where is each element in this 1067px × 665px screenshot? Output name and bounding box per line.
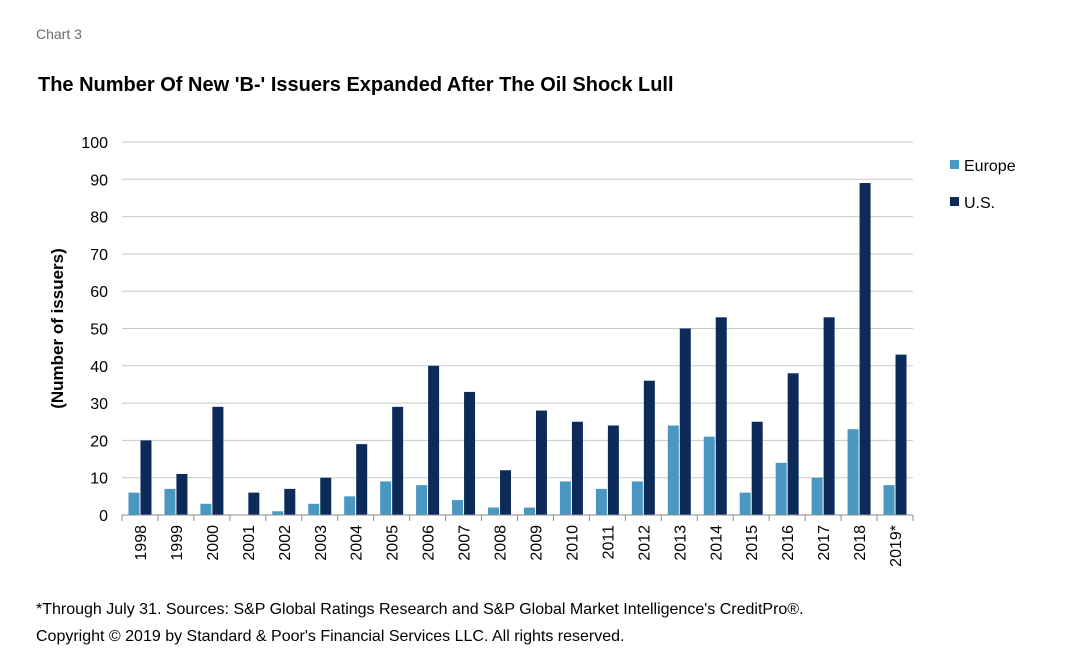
bar-europe-2015 xyxy=(739,492,751,515)
y-tick-label: 80 xyxy=(90,210,108,227)
y-axis-ticks: 0 10 20 30 40 50 60 70 80 90 100 xyxy=(81,135,108,525)
x-tick-label: 1999 xyxy=(169,525,186,561)
bar-europe-2002 xyxy=(272,511,284,515)
bar-us-2017 xyxy=(823,317,835,515)
x-tick-label: 2009 xyxy=(528,525,545,561)
bar-us-2015 xyxy=(751,421,763,515)
x-tick-label: 2015 xyxy=(744,525,761,561)
y-tick-label: 90 xyxy=(90,172,108,189)
bar-chart: 0 10 20 30 40 50 60 70 80 90 100 1998 1999 2000 2001 2… xyxy=(48,135,1016,567)
bar-europe-2007 xyxy=(452,500,464,515)
bar-europe-2004 xyxy=(344,496,356,515)
bar-us-2012 xyxy=(643,380,655,515)
x-tick-label: 2012 xyxy=(636,525,653,561)
x-tick-label: 2003 xyxy=(313,525,330,561)
y-tick-label: 70 xyxy=(90,247,108,264)
chart-title: The Number Of New 'B-' Issuers Expanded … xyxy=(38,74,674,96)
bar-europe-2011 xyxy=(595,488,607,515)
chart-number-label: Chart 3 xyxy=(36,26,82,42)
x-tick-label: 2000 xyxy=(205,525,222,561)
bar-us-1999 xyxy=(176,473,188,515)
bar-us-2005 xyxy=(392,406,404,515)
legend-label-us: U.S. xyxy=(964,195,995,212)
copyright: Copyright © 2019 by Standard & Poor's Fi… xyxy=(36,628,625,645)
x-axis-ticks: 1998 1999 2000 2001 2002 2003 2004 2005 2006 2007… xyxy=(133,525,905,567)
y-tick-label: 60 xyxy=(90,284,108,301)
x-tick-label: 2008 xyxy=(493,525,510,561)
y-tick-label: 20 xyxy=(90,433,108,450)
bar-us-2009 xyxy=(535,410,547,515)
bar-us-2001 xyxy=(248,492,260,515)
x-tick-label: 2001 xyxy=(241,525,258,561)
x-tick-label: 2010 xyxy=(564,525,581,561)
bar-us-2000 xyxy=(212,406,224,515)
legend: Europe U.S. xyxy=(950,158,1016,212)
legend-swatch-europe xyxy=(950,160,959,169)
x-tick-label: 2004 xyxy=(349,525,366,561)
bar-us-2008 xyxy=(500,470,512,515)
x-tick-label: 2013 xyxy=(672,525,689,561)
bar-us-2004 xyxy=(356,444,368,515)
y-tick-label: 10 xyxy=(90,471,108,488)
y-axis-label: (Number of issuers) xyxy=(48,248,67,409)
y-tick-label: 100 xyxy=(81,135,108,152)
bar-europe-2014 xyxy=(703,436,715,515)
bar-europe-2018 xyxy=(847,429,859,515)
bar-europe-2000 xyxy=(200,503,212,515)
x-tick-label: 2005 xyxy=(385,525,402,561)
bar-us-2018 xyxy=(859,183,871,515)
bar-us-2007 xyxy=(464,391,476,515)
y-tick-label: 30 xyxy=(90,396,108,413)
footnote: *Through July 31. Sources: S&P Global Ra… xyxy=(36,601,804,618)
y-tick-label: 50 xyxy=(90,322,108,339)
bar-europe-2006 xyxy=(416,485,428,515)
legend-swatch-us xyxy=(950,197,959,206)
x-tick-label: 2014 xyxy=(708,525,725,561)
bar-europe-1998 xyxy=(128,492,140,515)
bar-us-2016 xyxy=(787,373,799,515)
x-tick-label: 2017 xyxy=(816,525,833,561)
bar-us-1998 xyxy=(140,440,152,515)
gridlines xyxy=(122,141,913,479)
bar-us-2002 xyxy=(284,488,296,515)
bar-europe-2009 xyxy=(523,507,535,515)
y-tick-label: 0 xyxy=(99,508,108,525)
bar-europe-2003 xyxy=(308,503,320,515)
bar-europe-2016 xyxy=(775,462,787,515)
x-tick-label: 2002 xyxy=(277,525,294,561)
bar-europe-2005 xyxy=(380,481,392,515)
bar-us-2006 xyxy=(428,365,440,515)
bar-europe-2012 xyxy=(631,481,643,515)
bars xyxy=(128,183,907,515)
legend-label-europe: Europe xyxy=(964,158,1016,175)
bar-us-2013 xyxy=(679,328,691,515)
bar-europe-2019 xyxy=(883,485,895,515)
x-axis xyxy=(121,514,914,521)
x-tick-label: 2016 xyxy=(780,525,797,561)
bar-europe-2013 xyxy=(667,425,679,515)
x-tick-label: 2006 xyxy=(421,525,438,561)
x-tick-label: 2019* xyxy=(888,525,905,567)
y-tick-label: 40 xyxy=(90,359,108,376)
x-tick-label: 2011 xyxy=(600,525,617,560)
bar-us-2010 xyxy=(571,421,583,515)
bar-europe-2017 xyxy=(811,477,823,515)
x-tick-label: 2018 xyxy=(852,525,869,561)
bar-us-2019 xyxy=(895,354,907,515)
bar-us-2003 xyxy=(320,477,332,515)
bar-europe-2010 xyxy=(559,481,571,515)
bar-us-2011 xyxy=(607,425,619,515)
bar-europe-2008 xyxy=(488,507,500,515)
bar-us-2014 xyxy=(715,317,727,515)
x-tick-label: 2007 xyxy=(457,525,474,561)
x-tick-label: 1998 xyxy=(133,525,150,561)
bar-europe-1999 xyxy=(164,488,176,515)
